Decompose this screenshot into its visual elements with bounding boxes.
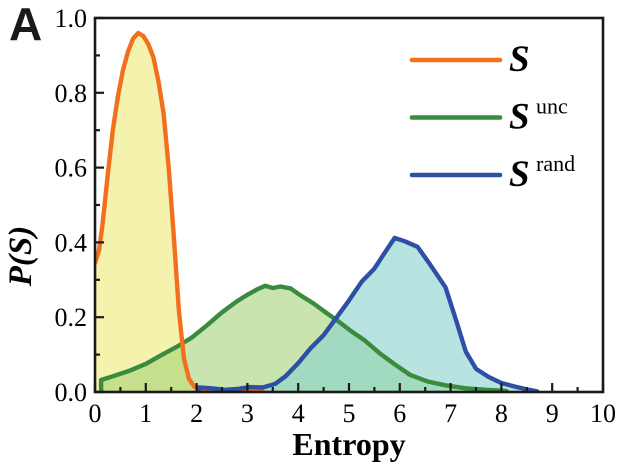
x-axis-tick-label: 1: [139, 399, 152, 428]
x-axis-tick-label: 7: [444, 399, 457, 428]
x-axis-tick-label: 2: [190, 399, 203, 428]
y-axis-tick-label: 0.6: [55, 154, 88, 183]
x-axis-tick-label: 8: [495, 399, 508, 428]
curve-s-fill: [95, 33, 263, 392]
y-axis-tick-label: 0.4: [55, 228, 88, 257]
x-axis-tick-label: 0: [89, 399, 102, 428]
curve-s-unc-fill: [101, 285, 507, 392]
legend-label-s: S: [509, 39, 530, 80]
x-axis-tick-label: 5: [343, 399, 356, 428]
legend-superscript-s-unc: unc: [536, 94, 568, 119]
x-axis-tick-label: 4: [292, 399, 305, 428]
curve-s-rand-fill: [199, 237, 537, 392]
y-axis-tick-label: 0.0: [55, 378, 88, 407]
y-axis-tick-label: 1.0: [55, 4, 88, 33]
x-axis-tick-label: 6: [393, 399, 406, 428]
x-axis-title: Entropy: [292, 426, 405, 462]
y-axis-title: P(S): [3, 226, 39, 288]
x-axis-tick-label: 10: [590, 399, 616, 428]
x-axis-tick-label: 3: [241, 399, 254, 428]
legend-label-s-unc: S: [509, 97, 530, 138]
legend-superscript-s-rand: rand: [536, 151, 575, 176]
curve-s-unc-line: [98, 283, 509, 393]
y-axis-tick-label: 0.8: [55, 79, 88, 108]
x-axis-tick-label: 9: [546, 399, 559, 428]
plot-frame: [93, 16, 605, 394]
panel-label: A: [9, 0, 43, 50]
y-axis-tick-label: 0.2: [55, 303, 88, 332]
legend-label-s-rand: S: [509, 154, 530, 195]
